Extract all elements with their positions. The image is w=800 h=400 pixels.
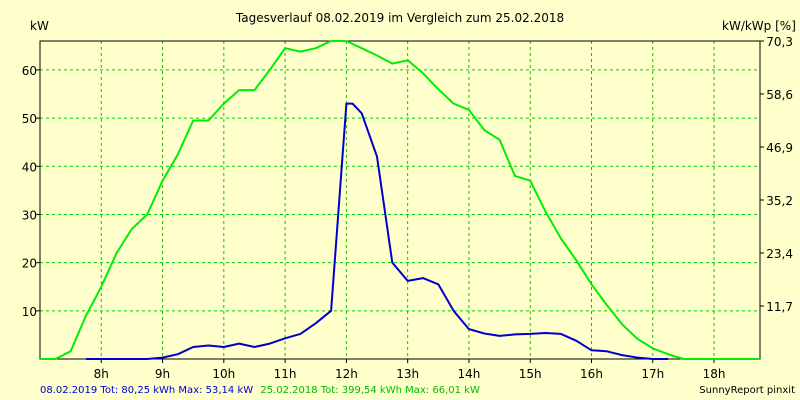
y-tick-left-label-1: 20 [22,257,37,271]
y-tick-right-label-3: 46,9 [766,141,793,155]
legend-series-1: 08.02.2019 Tot: 80,25 kWh Max: 53,14 kW [40,385,253,396]
x-tick-label-5: 13h [396,367,419,381]
x-tick-label-7: 15h [519,367,542,381]
y-tick-right-label-0: 11,7 [766,300,793,314]
x-tick-label-3: 11h [274,367,297,381]
x-tick-label-2: 10h [212,367,235,381]
x-tick-label-9: 17h [641,367,664,381]
y-tick-right-label-1: 23,4 [766,247,793,261]
y-ticks-left: 10 20 30 40 50 60 [22,64,40,319]
legend-line: 08.02.2019 Tot: 80,25 kWh Max: 53,14 kW … [40,385,480,396]
x-tick-label-1: 9h [155,367,170,381]
y-tick-left-label-2: 30 [22,208,37,222]
series [40,40,760,360]
x-tick-label-4: 12h [335,367,358,381]
series-line-1 [86,102,669,360]
y-axis-left-label: kW [30,19,49,33]
x-tick-label-0: 8h [94,367,109,381]
legend-series-2: 25.02.2018 Tot: 399,54 kWh Max: 66,01 kW [260,385,480,396]
y-tick-left-label-4: 50 [22,112,37,126]
x-ticks: 8h 9h 10h 11h 12h 13h 14h 15h 16h 17h 18h [94,359,726,381]
grid [40,41,760,359]
y-tick-left-label-0: 10 [22,305,37,319]
x-tick-label-8: 16h [580,367,603,381]
x-tick-label-6: 14h [457,367,480,381]
y-tick-right-label-2: 35,2 [766,194,793,208]
series-line-2 [40,40,760,360]
y-tick-right-label-4: 58,6 [766,88,793,102]
y-tick-left-label-5: 60 [22,64,37,78]
x-tick-label-10: 18h [703,367,726,381]
y-tick-left-label-3: 40 [22,160,37,174]
y-ticks-right: 11,7 23,4 35,2 46,9 58,6 70,3 [760,35,793,314]
y-tick-right-label-5: 70,3 [766,35,793,49]
chart-title: Tagesverlauf 08.02.2019 im Vergleich zum… [235,11,564,25]
credit-text: SunnyReport pinxit [699,385,795,396]
y-axis-right-label: kW/kWp [%] [722,19,796,33]
